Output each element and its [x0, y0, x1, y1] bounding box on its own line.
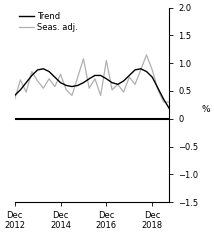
Trend — [71, 85, 73, 88]
Trend — [54, 76, 56, 79]
Trend — [25, 81, 27, 84]
Trend — [157, 87, 159, 90]
Trend — [162, 98, 165, 101]
Trend — [105, 77, 108, 80]
Trend — [111, 81, 113, 84]
Seas. adj. — [48, 77, 50, 80]
Trend — [36, 69, 39, 71]
Seas. adj. — [134, 83, 136, 86]
Trend — [76, 84, 79, 87]
Line: Trend: Trend — [15, 69, 169, 109]
Y-axis label: %: % — [201, 105, 210, 114]
Trend — [168, 107, 171, 110]
Seas. adj. — [94, 77, 96, 80]
Seas. adj. — [31, 70, 33, 73]
Trend — [19, 88, 22, 91]
Seas. adj. — [88, 87, 91, 90]
Seas. adj. — [59, 73, 62, 76]
Seas. adj. — [19, 78, 22, 81]
Seas. adj. — [54, 85, 56, 88]
Trend — [134, 69, 136, 71]
Seas. adj. — [168, 101, 171, 103]
Seas. adj. — [36, 80, 39, 82]
Seas. adj. — [157, 88, 159, 91]
Trend — [88, 77, 91, 80]
Seas. adj. — [145, 54, 148, 56]
Trend — [42, 67, 45, 70]
Trend — [48, 70, 50, 73]
Trend — [117, 83, 119, 86]
Seas. adj. — [76, 76, 79, 79]
Seas. adj. — [99, 94, 102, 97]
Trend — [99, 74, 102, 77]
Seas. adj. — [13, 98, 16, 101]
Trend — [82, 81, 85, 84]
Trend — [140, 67, 142, 70]
Seas. adj. — [71, 94, 73, 97]
Trend — [31, 74, 33, 77]
Seas. adj. — [82, 57, 85, 60]
Trend — [151, 76, 153, 79]
Seas. adj. — [42, 87, 45, 90]
Seas. adj. — [105, 59, 108, 62]
Legend: Trend, Seas. adj.: Trend, Seas. adj. — [17, 10, 80, 34]
Trend — [13, 94, 16, 97]
Seas. adj. — [122, 91, 125, 94]
Trend — [59, 81, 62, 84]
Seas. adj. — [25, 91, 27, 94]
Trend — [94, 74, 96, 77]
Seas. adj. — [117, 83, 119, 86]
Seas. adj. — [140, 69, 142, 71]
Seas. adj. — [162, 101, 165, 103]
Trend — [128, 74, 131, 77]
Trend — [122, 80, 125, 82]
Seas. adj. — [128, 76, 131, 79]
Line: Seas. adj.: Seas. adj. — [15, 55, 169, 102]
Seas. adj. — [65, 88, 68, 91]
Trend — [65, 84, 68, 87]
Trend — [145, 70, 148, 73]
Seas. adj. — [151, 69, 153, 71]
Seas. adj. — [111, 88, 113, 91]
